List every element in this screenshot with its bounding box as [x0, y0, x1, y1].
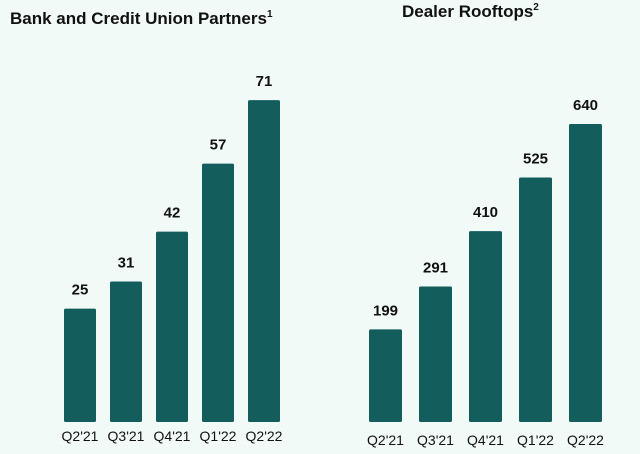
chart-1-value-label: 57	[210, 137, 227, 154]
chart-1-bar-Q2'21	[64, 308, 96, 422]
chart-2-tick-label: Q4'21	[467, 432, 504, 448]
chart-1-tick-label: Q1'22	[200, 428, 237, 444]
chart-1-value-label: 71	[256, 73, 273, 90]
chart-2-value-label: 640	[573, 97, 598, 114]
chart-1-tick-label: Q2'21	[62, 428, 99, 444]
chart-1-bar-Q3'21	[110, 281, 142, 422]
chart-1-tick-label: Q4'21	[154, 428, 191, 444]
chart-2-value-label: 525	[523, 151, 548, 168]
chart-2-dealer-rooftops: 199 Q2'21 291 Q3'21 410 Q4'21 525 Q1'22 640 Q2'22	[367, 97, 604, 448]
chart-2-bar-Q2'21	[369, 329, 402, 422]
chart-2-value-label: 410	[473, 204, 498, 221]
chart-1-tick-label: Q3'21	[108, 428, 145, 444]
chart-2-bar-Q3'21	[419, 286, 452, 422]
chart-1-bank-partners: 25 Q2'21 31 Q3'21 42 Q4'21 57 Q1'22 71 Q2'22	[62, 73, 283, 444]
chart-1-value-label: 42	[164, 205, 181, 222]
chart-2-bar-Q4'21	[469, 231, 502, 422]
chart-2-bar-Q1'22	[519, 177, 552, 422]
chart-2-tick-label: Q3'21	[417, 432, 454, 448]
chart-1-tick-label: Q2'22	[246, 428, 283, 444]
chart-1-bar-Q4'21	[156, 231, 188, 422]
chart-2-bar-Q2'22	[569, 123, 602, 422]
chart-2-value-label: 199	[373, 302, 398, 319]
chart-1-bar-Q1'22	[202, 163, 234, 422]
chart-1-title: Bank and Credit Union Partners1	[10, 9, 273, 28]
chart-2-tick-label: Q1'22	[517, 432, 554, 448]
chart-2-value-label: 291	[423, 259, 448, 276]
chart-1-bar-Q2'22	[248, 100, 280, 422]
chart-2-title: Dealer Rooftops2	[402, 2, 539, 21]
chart-1-value-label: 31	[118, 254, 135, 271]
chart-2-tick-label: Q2'22	[567, 432, 604, 448]
chart-1-value-label: 25	[72, 282, 89, 299]
chart-2-tick-label: Q2'21	[367, 432, 404, 448]
